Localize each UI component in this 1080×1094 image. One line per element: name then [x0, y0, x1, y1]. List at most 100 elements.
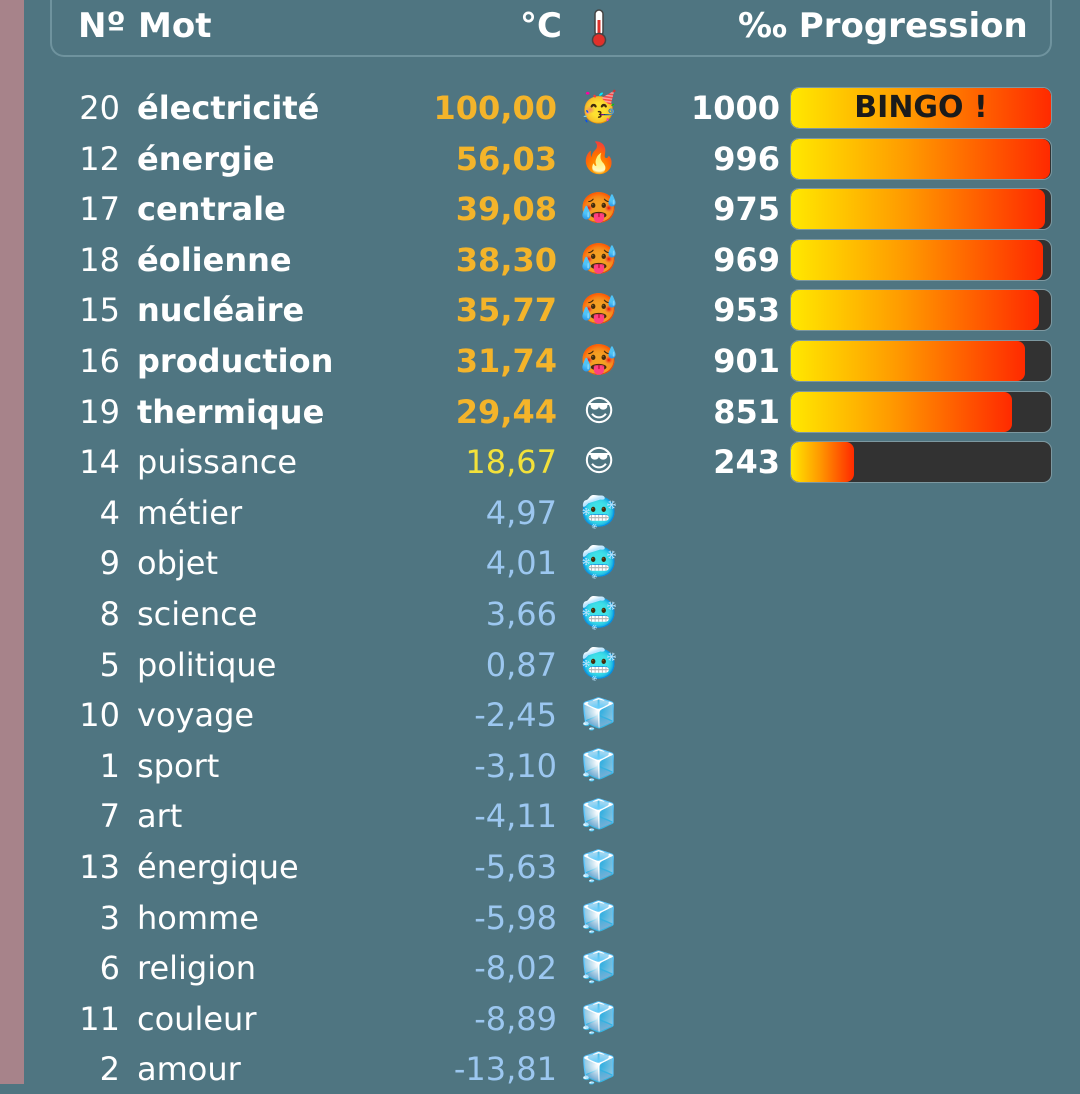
- guess-number: 12: [79, 139, 120, 178]
- progress-bar: [790, 339, 1052, 382]
- ice-cube-icon: 🧊: [580, 798, 618, 834]
- thermometer-icon: [587, 8, 611, 48]
- table-row: 15 nucléaire 35,77 🥵 953: [0, 284, 1080, 335]
- guess-temperature: 4,01: [485, 544, 557, 583]
- guess-temperature: -2,45: [474, 696, 557, 735]
- table-row: 11 couleur -8,89 🧊: [0, 993, 1080, 1044]
- guess-word: amour: [137, 1050, 241, 1089]
- sunglasses-face-icon: 😎: [583, 444, 615, 480]
- guess-word: voyage: [137, 696, 255, 735]
- guess-word: objet: [137, 544, 219, 583]
- ice-cube-icon: 🧊: [580, 747, 618, 783]
- guess-word: énergie: [137, 139, 275, 178]
- guess-number: 6: [99, 949, 120, 988]
- table-row: 16 production 31,74 🥵 901: [0, 335, 1080, 386]
- guess-word: centrale: [137, 190, 286, 229]
- sunglasses-face-icon: 😎: [583, 393, 615, 429]
- table-row: 20 électricité 100,00 🥳 1000 BINGO !: [0, 82, 1080, 133]
- guess-temperature: -3,10: [474, 746, 557, 785]
- guess-word: énergique: [137, 847, 299, 886]
- guess-temperature: 3,66: [485, 594, 557, 633]
- ice-cube-icon: 🧊: [580, 950, 618, 986]
- table-row: 3 homme -5,98 🧊: [0, 892, 1080, 943]
- guess-word: religion: [137, 949, 256, 988]
- guess-number: 18: [79, 240, 120, 279]
- progress-bar-fill: [791, 138, 1050, 179]
- party-face-icon: 🥳: [580, 90, 618, 125]
- progress-score: 901: [713, 341, 780, 380]
- guess-temperature: 100,00: [433, 89, 557, 127]
- guess-temperature: -5,63: [474, 847, 557, 886]
- guess-temperature: 29,44: [455, 392, 557, 431]
- header-temperature: °C: [520, 6, 562, 46]
- progress-bar-fill: [791, 239, 1043, 280]
- table-row: 17 centrale 39,08 🥵 975: [0, 183, 1080, 234]
- guess-temperature: 31,74: [455, 341, 557, 380]
- table-row: 4 métier 4,97 🥶: [0, 487, 1080, 538]
- progress-bar-fill: [791, 290, 1039, 331]
- cold-face-icon: 🥶: [580, 595, 618, 631]
- progress-bar: [790, 289, 1052, 332]
- ice-cube-icon: 🧊: [580, 1051, 618, 1087]
- cold-face-icon: 🥶: [580, 494, 618, 530]
- guess-number: 15: [79, 291, 120, 330]
- progress-score: 996: [713, 139, 780, 178]
- table-row: 18 éolienne 38,30 🥵 969: [0, 234, 1080, 285]
- hot-face-icon: 🥵: [580, 342, 618, 378]
- guess-number: 1: [99, 746, 120, 785]
- guess-temperature: 0,87: [485, 645, 557, 684]
- fire-icon: 🔥: [580, 140, 618, 176]
- guess-temperature: 38,30: [455, 240, 557, 279]
- guess-temperature: -5,98: [474, 898, 557, 937]
- guess-number: 10: [79, 696, 120, 735]
- table-row: 19 thermique 29,44 😎 851: [0, 386, 1080, 437]
- table-row: 5 politique 0,87 🥶: [0, 639, 1080, 690]
- progress-score: 243: [713, 443, 780, 482]
- guess-word: puissance: [137, 443, 297, 482]
- progress-bar: [790, 238, 1052, 281]
- table-row: 10 voyage -2,45 🧊: [0, 689, 1080, 740]
- guess-number: 14: [79, 443, 120, 482]
- ice-cube-icon: 🧊: [580, 899, 618, 935]
- hot-face-icon: 🥵: [580, 191, 618, 227]
- progress-bar: [790, 188, 1052, 231]
- progress-score: 953: [713, 291, 780, 330]
- guess-number: 4: [99, 493, 120, 532]
- table-row: 8 science 3,66 🥶: [0, 588, 1080, 639]
- progress-bar: [790, 137, 1052, 180]
- guess-word: science: [137, 594, 258, 633]
- progress-bar-fill: [791, 391, 1013, 432]
- progress-score: 851: [713, 392, 780, 431]
- guess-word: métier: [137, 493, 243, 532]
- guess-temperature: -8,02: [474, 949, 557, 988]
- guess-word: homme: [137, 898, 259, 937]
- left-edge-strip: [0, 0, 24, 1084]
- guess-word: sport: [137, 746, 220, 785]
- guess-temperature: -8,89: [474, 999, 557, 1038]
- table-row: 1 sport -3,10 🧊: [0, 740, 1080, 791]
- table-row: 7 art -4,11 🧊: [0, 790, 1080, 841]
- progress-bar-fill: [791, 442, 855, 483]
- progress-bar: BINGO !: [790, 87, 1052, 129]
- guess-number: 17: [79, 190, 120, 229]
- guess-number: 16: [79, 341, 120, 380]
- table-row: 9 objet 4,01 🥶: [0, 537, 1080, 588]
- progress-score: 1000: [690, 89, 780, 127]
- table-row: 2 amour -13,81 🧊: [0, 1043, 1080, 1094]
- progress-score: 969: [713, 240, 780, 279]
- guess-number: 13: [79, 847, 120, 886]
- guess-temperature: -4,11: [474, 797, 557, 836]
- guess-number: 20: [79, 89, 120, 127]
- table-row: 6 religion -8,02 🧊: [0, 942, 1080, 993]
- ice-cube-icon: 🧊: [580, 848, 618, 884]
- guess-number: 8: [99, 594, 120, 633]
- ice-cube-icon: 🧊: [580, 1000, 618, 1036]
- table-row: 13 énergique -5,63 🧊: [0, 841, 1080, 892]
- hot-face-icon: 🥵: [580, 292, 618, 328]
- guess-number: 11: [79, 999, 120, 1038]
- cold-face-icon: 🥶: [580, 545, 618, 581]
- guess-number: 9: [99, 544, 120, 583]
- guess-list: 20 électricité 100,00 🥳 1000 BINGO ! 12 énergie…: [0, 82, 1080, 1094]
- hot-face-icon: 🥵: [580, 241, 618, 277]
- guess-word: nucléaire: [137, 291, 305, 330]
